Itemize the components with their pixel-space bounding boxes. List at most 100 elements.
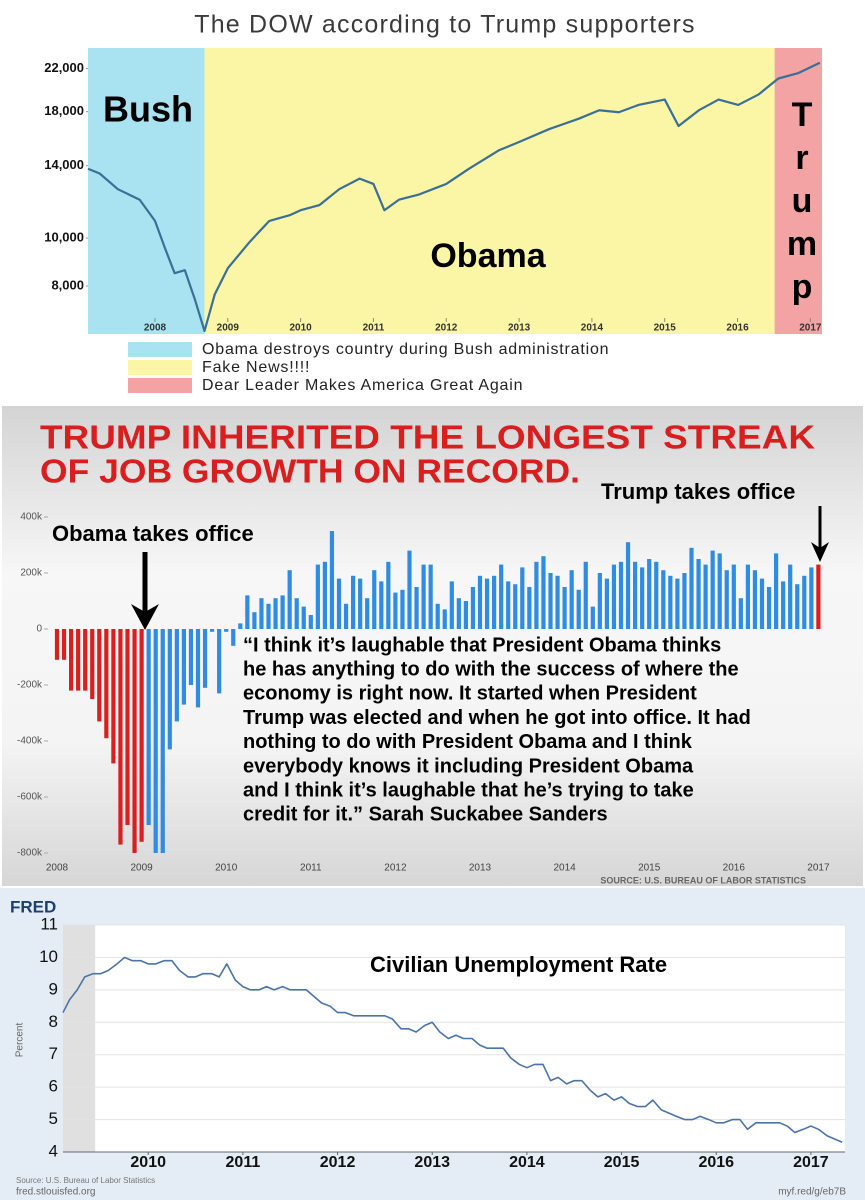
bar	[407, 550, 412, 629]
bar	[513, 584, 518, 629]
bar	[710, 550, 715, 629]
bar	[315, 564, 320, 629]
bar	[132, 629, 137, 853]
region-label: Trump	[783, 96, 821, 311]
bar	[738, 598, 743, 629]
recession-shade	[63, 925, 96, 1152]
y-tick-label: 10	[39, 947, 58, 966]
bar	[752, 570, 758, 629]
bar	[428, 564, 433, 629]
x-tick-label: 2017	[807, 863, 830, 874]
bar	[400, 589, 405, 629]
bar	[717, 553, 722, 629]
region-label: Obama	[430, 237, 546, 275]
bar	[802, 575, 807, 629]
bar	[745, 564, 750, 629]
y-tick-label: 5	[49, 1109, 58, 1128]
x-tick-label: 2017	[799, 323, 822, 334]
bar	[731, 564, 736, 629]
chart-title: OF JOB GROWTH ON RECORD.	[40, 453, 580, 490]
bar	[83, 629, 88, 691]
bar	[245, 595, 250, 629]
y-tick-label: 200k	[20, 568, 43, 579]
x-tick-label: 2013	[469, 863, 492, 874]
legend-swatch	[128, 342, 192, 357]
bar	[590, 606, 595, 629]
annotation: Obama takes office	[52, 521, 254, 546]
bar	[597, 573, 602, 629]
bar	[682, 573, 687, 629]
bar	[54, 629, 60, 660]
quote-line: Trump was elected and when he got into o…	[243, 707, 751, 729]
y-tick-label: 4	[49, 1141, 58, 1160]
logo: FRED	[10, 897, 56, 916]
bar	[499, 564, 504, 629]
region	[204, 48, 775, 334]
y-tick-label: 0	[36, 624, 42, 635]
x-tick-label: 2014	[509, 1154, 545, 1171]
y-tick-label: 8	[49, 1012, 58, 1031]
bar	[555, 575, 560, 629]
x-tick-label: 2008	[46, 863, 69, 874]
x-tick-label: 2015	[654, 323, 677, 334]
bar	[76, 629, 81, 691]
y-tick-label: -800k	[17, 848, 43, 859]
bar	[231, 629, 236, 646]
x-tick-label: 2010	[290, 323, 313, 334]
y-tick-label: 400k	[20, 512, 43, 523]
bar	[576, 589, 581, 629]
bar	[372, 570, 377, 629]
bar	[414, 587, 419, 629]
bar	[160, 629, 165, 853]
x-tick-label: 2012	[320, 1154, 356, 1171]
bar	[322, 561, 327, 629]
x-tick-label: 2009	[130, 863, 153, 874]
bar	[675, 578, 680, 629]
bar	[167, 629, 172, 750]
legend-label: Fake News!!!!	[202, 359, 310, 376]
bar	[541, 556, 546, 629]
bar	[611, 564, 617, 629]
bar	[795, 584, 800, 629]
bar	[766, 587, 772, 629]
bar	[618, 561, 624, 629]
dow-line	[87, 61, 821, 333]
bar	[640, 567, 645, 629]
bar	[689, 547, 694, 629]
bar	[724, 570, 729, 629]
x-tick-label: 2015	[638, 863, 661, 874]
source: SOURCE: U.S. BUREAU OF LABOR STATISTICS	[600, 875, 806, 885]
y-tick-label: 8,000	[51, 277, 84, 292]
bar	[90, 629, 95, 699]
unemployment-line	[62, 956, 843, 1144]
x-tick-label: 2012	[435, 323, 458, 334]
y-tick-label: 10,000	[44, 229, 84, 244]
bar	[604, 578, 609, 629]
bar	[477, 575, 483, 629]
bar	[252, 612, 257, 629]
y-tick-label: -200k	[17, 680, 43, 691]
y-tick-label: 18,000	[44, 103, 84, 118]
bar	[661, 570, 666, 629]
bar	[386, 561, 391, 629]
bar	[654, 561, 659, 629]
bar	[301, 606, 306, 629]
chart-title: TRUMP INHERITED THE LONGEST STREAK	[40, 419, 815, 456]
bar	[238, 623, 243, 629]
x-tick-label: 2011	[226, 1154, 261, 1171]
bar	[266, 603, 271, 629]
dow-chart: The DOW according to Trump supporters 200…	[44, 11, 822, 394]
bar	[273, 598, 278, 629]
x-tick-label: 2014	[553, 863, 576, 874]
legend-swatch	[128, 360, 192, 375]
bar	[351, 575, 356, 629]
x-tick-label: 2013	[414, 1154, 450, 1171]
bar	[759, 578, 765, 629]
x-tick-label: 2010	[130, 1154, 166, 1171]
y-tick-label: -400k	[17, 736, 43, 747]
bar	[809, 567, 814, 629]
bar	[569, 570, 574, 629]
bar	[816, 564, 821, 629]
bar	[788, 564, 793, 629]
